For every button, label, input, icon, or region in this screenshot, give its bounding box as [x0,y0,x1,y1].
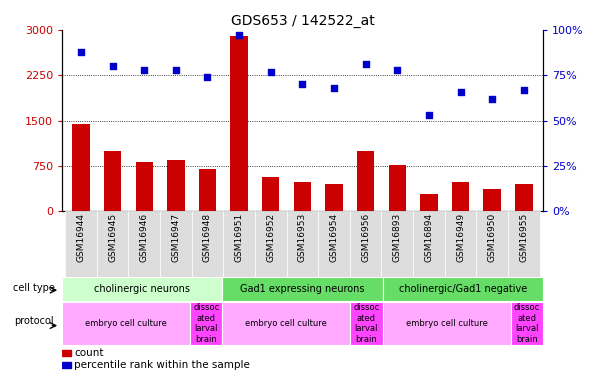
Bar [350,302,382,345]
Bar [62,350,71,356]
Bar [104,151,122,211]
Bar [62,277,222,301]
Bar [357,151,374,211]
Point [424,112,434,118]
Point [266,69,276,75]
Point [234,32,244,38]
Text: protocol: protocol [14,316,54,326]
Text: count: count [74,348,104,358]
Text: GSM16948: GSM16948 [203,213,212,262]
Bar [199,169,216,211]
Point [203,74,212,80]
Bar [382,211,413,277]
Text: embryo cell culture: embryo cell culture [85,319,167,328]
Bar [508,211,540,277]
Bar [223,211,255,277]
Point [108,63,117,69]
Text: dissoc
ated
larval
brain: dissoc ated larval brain [514,303,540,344]
Text: GSM16953: GSM16953 [298,213,307,262]
Bar [382,302,511,345]
Bar [192,211,223,277]
Bar [389,165,406,211]
Text: percentile rank within the sample: percentile rank within the sample [74,360,250,370]
Bar [62,362,71,368]
Bar [65,211,97,277]
Text: GSM16954: GSM16954 [329,213,339,262]
Point [139,67,149,73]
Title: GDS653 / 142522_at: GDS653 / 142522_at [231,13,374,28]
Point [329,85,339,91]
Text: cholinergic/Gad1 negative: cholinergic/Gad1 negative [398,284,527,294]
Text: GSM16949: GSM16949 [456,213,465,262]
Text: GSM16952: GSM16952 [266,213,276,262]
Bar [420,194,438,211]
Text: cell type: cell type [13,283,55,293]
Text: GSM16947: GSM16947 [171,213,181,262]
Text: GSM16894: GSM16894 [424,213,434,262]
Text: dissoc
ated
larval
brain: dissoc ated larval brain [353,303,379,344]
Bar [318,211,350,277]
Bar [515,184,533,211]
Bar [97,211,129,277]
Bar [160,211,192,277]
Bar [325,184,343,211]
Point [76,49,86,55]
Text: GSM16956: GSM16956 [361,213,370,262]
Bar [222,277,382,301]
Text: GSM16955: GSM16955 [519,213,528,262]
Point [456,88,466,94]
Point [297,81,307,87]
Bar [72,124,90,211]
Bar [483,189,501,211]
Bar [167,160,185,211]
Bar [222,302,350,345]
Point [519,87,529,93]
Bar [476,211,508,277]
Text: GSM16893: GSM16893 [393,213,402,262]
Bar [382,277,543,301]
Text: dissoc
ated
larval
brain: dissoc ated larval brain [193,303,219,344]
Text: Gad1 expressing neurons: Gad1 expressing neurons [240,284,365,294]
Point [171,67,181,73]
Text: GSM16950: GSM16950 [488,213,497,262]
Bar [129,211,160,277]
Bar [452,182,469,211]
Text: GSM16951: GSM16951 [235,213,244,262]
Text: GSM16944: GSM16944 [77,213,86,262]
Bar [287,211,318,277]
Text: GSM16945: GSM16945 [108,213,117,262]
Bar [445,211,476,277]
Text: GSM16946: GSM16946 [140,213,149,262]
Bar [190,302,222,345]
Point [392,67,402,73]
Text: cholinergic neurons: cholinergic neurons [94,284,190,294]
Bar [350,211,382,277]
Bar [255,211,287,277]
Bar [136,162,153,211]
Point [361,62,371,68]
Bar [262,177,280,211]
Bar [511,302,543,345]
Bar [231,36,248,211]
Bar [413,211,445,277]
Text: embryo cell culture: embryo cell culture [406,319,487,328]
Bar [294,182,311,211]
Bar [62,302,190,345]
Text: embryo cell culture: embryo cell culture [245,319,327,328]
Point [487,96,497,102]
